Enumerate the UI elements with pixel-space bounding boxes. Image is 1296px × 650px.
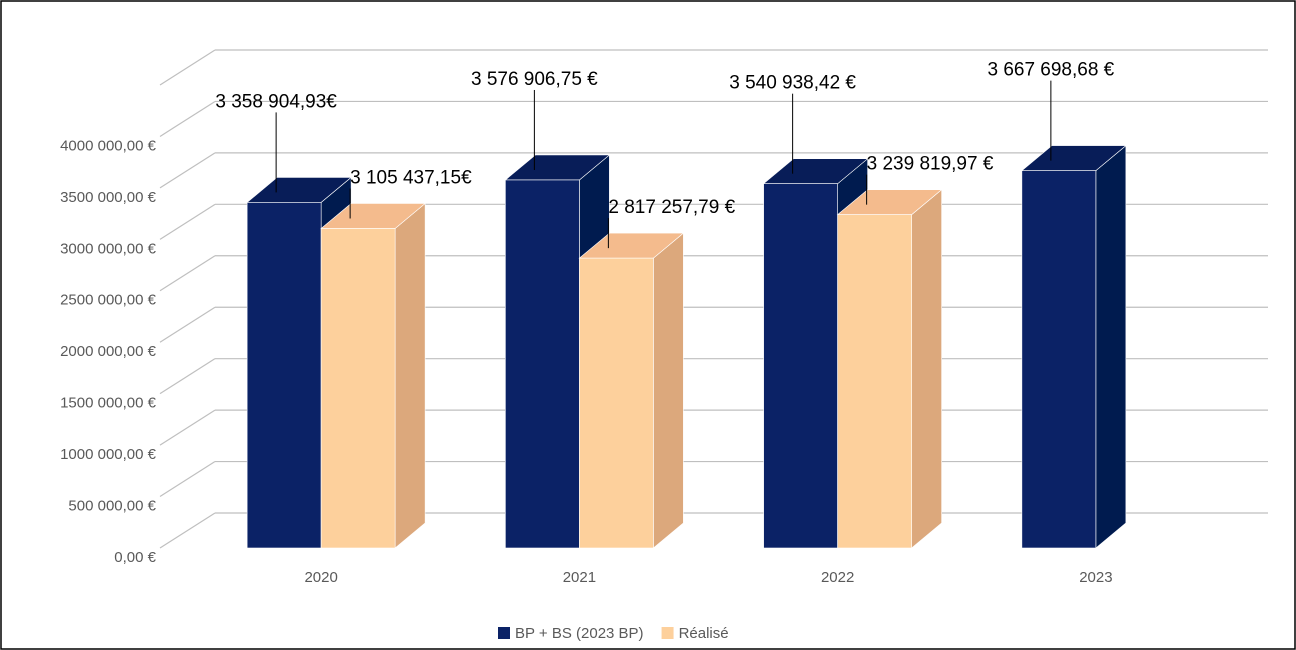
bar	[579, 257, 654, 549]
y-tick-label: 4000 000,00 €	[60, 137, 157, 154]
x-tick-label: 2023	[1079, 569, 1112, 586]
bar-side	[1095, 144, 1127, 549]
grid-line	[159, 512, 216, 549]
bar	[1021, 170, 1097, 549]
bar	[320, 228, 396, 549]
grid-line	[159, 49, 216, 86]
value-label: 2 817 257,79 €	[608, 197, 735, 218]
y-tick-label: 3500 000,00 €	[60, 189, 157, 206]
x-tick-label: 2020	[304, 569, 337, 586]
y-tick-label: 500 000,00 €	[68, 498, 156, 515]
grid-line	[159, 255, 216, 292]
grid-line	[159, 152, 216, 189]
value-label: 3 239 819,97 €	[867, 154, 994, 175]
grid-line	[159, 358, 216, 395]
grid-line	[159, 409, 216, 446]
x-tick-label: 2022	[821, 569, 854, 586]
grid-line	[159, 203, 216, 240]
bar-side	[394, 202, 426, 549]
grid-line	[159, 100, 216, 137]
y-tick-label: 1500 000,00 €	[60, 395, 157, 412]
value-label: 3 576 906,75 €	[471, 69, 598, 90]
y-tick-label: 2500 000,00 €	[60, 292, 157, 309]
y-tick-label: 1000 000,00 €	[60, 446, 157, 463]
bar	[505, 179, 580, 549]
bar	[837, 214, 912, 549]
y-tick-label: 3000 000,00 €	[60, 240, 157, 257]
legend-label: BP + BS (2023 BP)	[515, 625, 644, 642]
x-tick-label: 2021	[563, 569, 596, 586]
value-label: 3 667 698,68 €	[987, 60, 1114, 81]
y-tick-label: 2000 000,00 €	[60, 343, 157, 360]
value-label: 3 358 904,93€	[215, 91, 337, 112]
grid-line	[159, 461, 216, 498]
bar	[763, 183, 838, 549]
y-tick-label: 0,00 €	[114, 549, 156, 566]
grid-line	[159, 306, 216, 343]
bar-side	[911, 189, 942, 549]
legend-swatch	[498, 627, 510, 639]
legend-label: Réalisé	[679, 625, 729, 642]
bar	[246, 202, 322, 549]
value-label: 3 105 437,15€	[350, 168, 472, 189]
legend-swatch	[661, 627, 674, 639]
value-label: 3 540 938,42 €	[729, 73, 856, 94]
bar-side	[653, 232, 684, 549]
